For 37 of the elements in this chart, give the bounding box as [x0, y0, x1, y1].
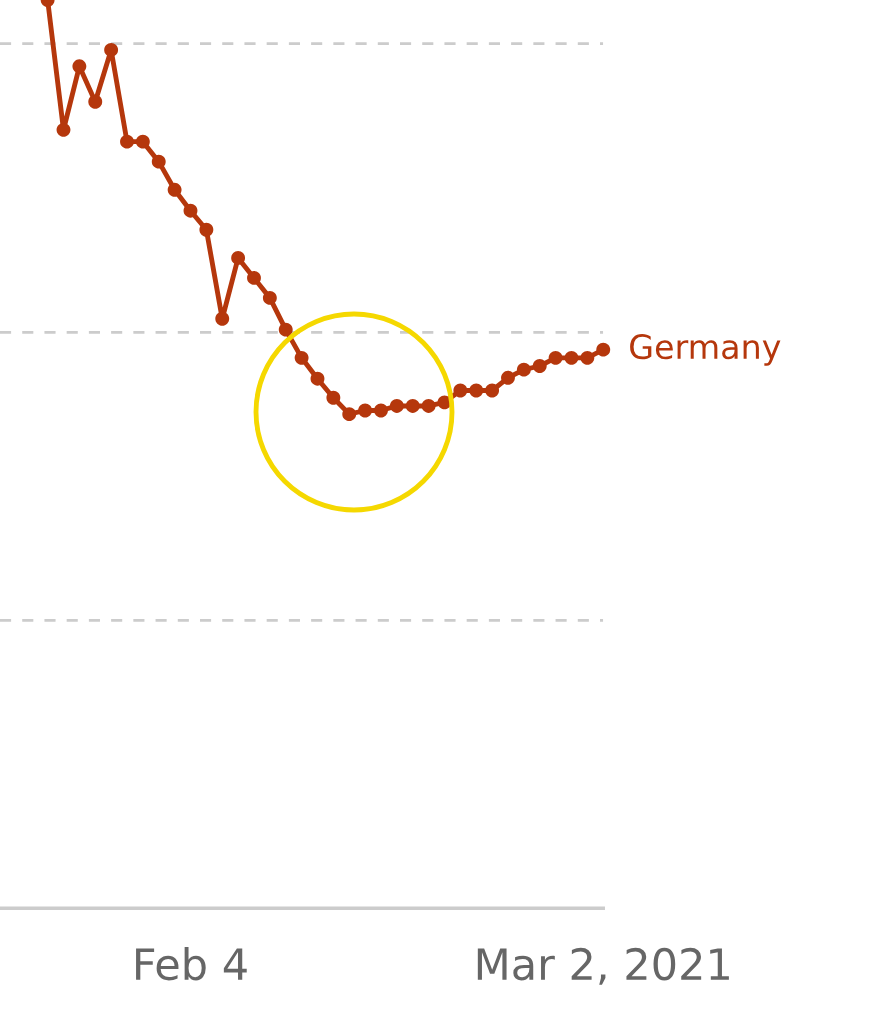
- point: [310, 371, 325, 386]
- point: [231, 250, 246, 265]
- point: [405, 399, 420, 413]
- point: [294, 350, 309, 365]
- point: [135, 134, 150, 149]
- point: [389, 399, 404, 413]
- point: [56, 122, 71, 137]
- point: [501, 370, 515, 385]
- point: [247, 270, 261, 285]
- point: [374, 403, 388, 418]
- point: [485, 383, 500, 398]
- point: [564, 350, 579, 365]
- point: [262, 290, 277, 305]
- point: [167, 182, 182, 197]
- point: [469, 383, 484, 398]
- point: [453, 383, 468, 398]
- point: [516, 362, 531, 377]
- point: [215, 311, 230, 326]
- series-label: Germany: [630, 334, 781, 366]
- point: [326, 390, 341, 405]
- point: [199, 222, 214, 237]
- point: [548, 350, 563, 365]
- point: [421, 399, 436, 413]
- point: [596, 342, 611, 357]
- point: [580, 350, 595, 365]
- point: [532, 359, 547, 373]
- point: [358, 403, 373, 418]
- point: [183, 203, 198, 218]
- point: [88, 94, 103, 109]
- point: [104, 43, 119, 57]
- point: [278, 322, 293, 337]
- x-tick-label: Mar 2, 2021: [477, 947, 729, 985]
- point: [72, 59, 87, 74]
- point: [151, 154, 166, 169]
- point: [342, 407, 357, 422]
- x-tick-label: Feb 4: [136, 947, 247, 981]
- point: [120, 134, 134, 149]
